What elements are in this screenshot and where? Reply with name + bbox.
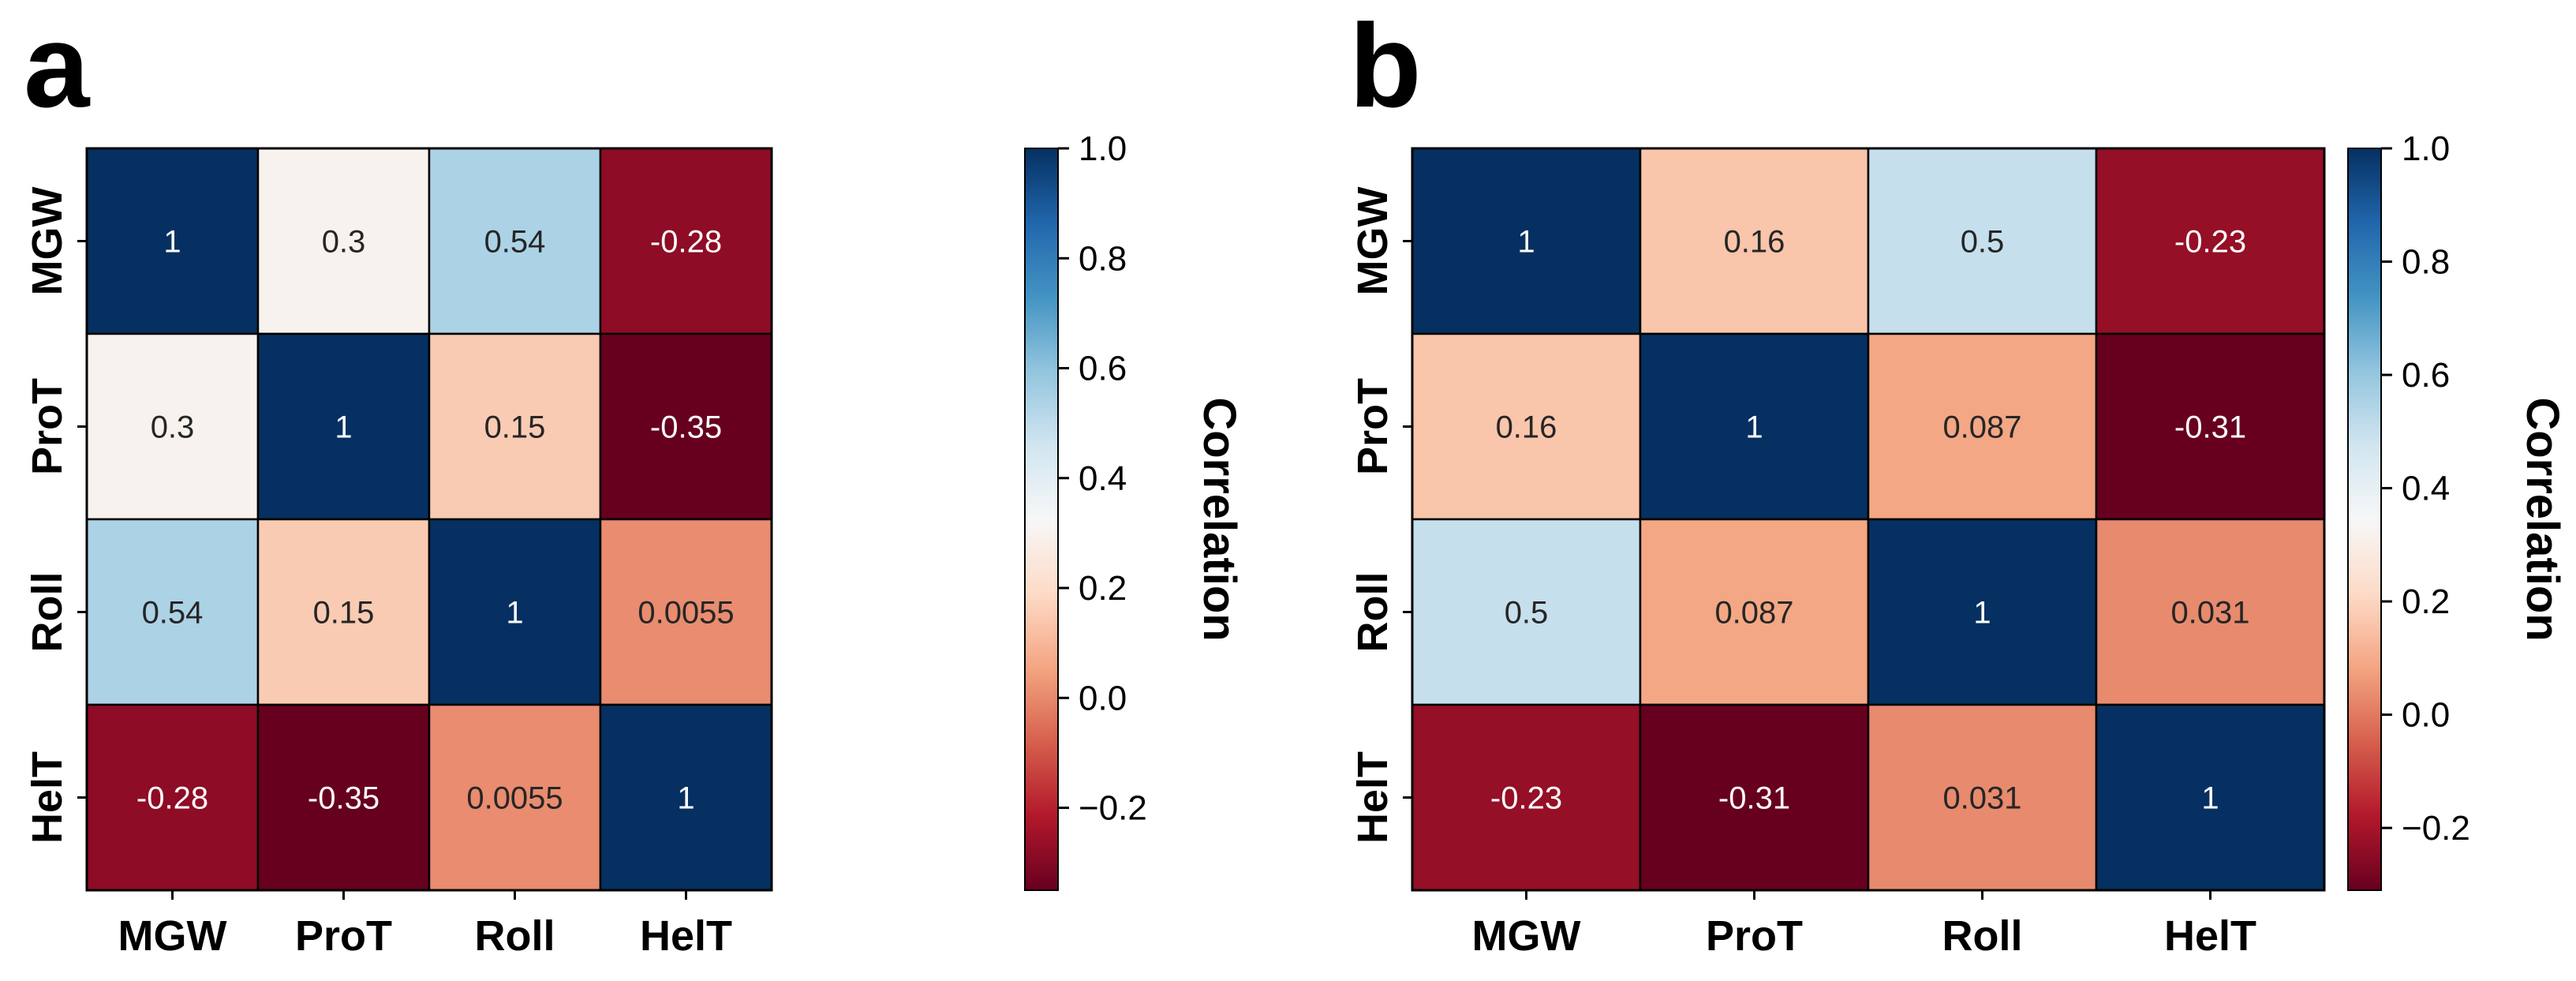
colorbar-tick-label: 0.8 (2402, 243, 2450, 282)
heatmap-panel-a: a1 0.3 0.54 -0.280.3 1 0.15 -0.350.54 0.15 1 0.00… (24, 0, 1245, 960)
y-tick-label: MGW (1349, 186, 1396, 295)
cell-value-label: 0.0055 (466, 781, 563, 816)
heatmap-cell (1639, 147, 1870, 335)
cell-value-label: 0.54 (484, 225, 546, 260)
cell-value-label: 0.3 (151, 410, 195, 445)
panel-label-b: b (1349, 0, 1422, 132)
heatmap-cell (85, 147, 260, 335)
colorbar-tick-label: 0.6 (2402, 356, 2450, 395)
heatmap-cell (1867, 147, 2098, 335)
cell-value-label: 0.16 (1496, 410, 1557, 445)
x-tick-label: MGW (118, 912, 227, 960)
cell-value-label: 0.5 (1505, 596, 1549, 631)
colorbar-tick-label: 0.2 (1079, 569, 1127, 608)
colorbar (1024, 148, 1059, 891)
heatmap-cell (1411, 332, 1642, 521)
cell-value-label: 1 (1973, 596, 1991, 631)
y-tick-label: HelT (24, 751, 71, 844)
cell-value-label: -0.31 (1718, 781, 1790, 816)
heatmap-cell (85, 703, 260, 892)
heatmap-cell (599, 703, 773, 892)
y-tick-label: Roll (24, 572, 71, 653)
cell-value-label: -0.23 (1490, 781, 1562, 816)
cell-value-label: 0.15 (484, 410, 546, 445)
y-tick-label: ProT (24, 378, 71, 475)
colorbar-tick-label: 0.0 (1079, 679, 1127, 717)
cell-value-label: 1 (335, 410, 352, 445)
cell-value-label: 0.031 (1942, 781, 2021, 816)
panel-label-a: a (24, 0, 91, 132)
cell-value-label: 0.0055 (637, 596, 734, 631)
heatmap-cell (256, 703, 431, 892)
cell-value-label: 1 (163, 225, 181, 260)
cell-value-label: 0.087 (1714, 596, 1793, 631)
cell-value-label: 1 (2201, 781, 2219, 816)
colorbar-tick-label: 1.0 (1079, 129, 1127, 168)
cell-value-label: 1 (677, 781, 694, 816)
y-tick-label: Roll (1349, 572, 1396, 653)
cell-value-label: 1 (1745, 410, 1763, 445)
colorbar-label: Correlation (2517, 397, 2568, 641)
heatmap-cell (599, 147, 773, 335)
x-tick-label: Roll (1942, 912, 2023, 960)
colorbar-tick-label: 0.4 (1079, 459, 1127, 498)
x-tick-label: MGW (1472, 912, 1581, 960)
cell-value-label: -0.31 (2174, 410, 2246, 445)
heatmap-cell (1639, 332, 1870, 521)
cell-value-label: 1 (1517, 225, 1535, 260)
cell-value-label: 0.54 (142, 596, 204, 631)
colorbar-tick-label: 0.4 (2402, 470, 2450, 508)
x-tick-label: Roll (475, 912, 555, 960)
colorbar-tick-label: 1.0 (2402, 129, 2450, 168)
heatmap-cell (1867, 332, 2098, 521)
colorbar-label: Correlation (1194, 397, 1245, 641)
x-tick-label: HelT (2164, 912, 2256, 960)
heatmap-cell (1639, 518, 1870, 706)
heatmap-cell (1639, 703, 1870, 892)
colorbar-tick-label: 0.8 (1079, 239, 1127, 278)
colorbar-tick-label: 0.6 (1079, 350, 1127, 388)
y-tick-label: HelT (1349, 751, 1396, 844)
heatmap-cell (256, 147, 431, 335)
cell-value-label: 0.087 (1942, 410, 2021, 445)
y-tick-label: MGW (24, 186, 71, 295)
colorbar-tick-label: 0.0 (2402, 696, 2450, 735)
colorbar-tick-label: −0.2 (1079, 789, 1147, 828)
heatmap-cell (599, 332, 773, 521)
cell-value-label: -0.35 (308, 781, 379, 816)
heatmap-cell (599, 518, 773, 706)
x-tick-label: ProT (295, 912, 392, 960)
heatmap-cell (2095, 703, 2326, 892)
colorbar-tick-label: −0.2 (2402, 809, 2470, 848)
heatmap-cell (428, 703, 602, 892)
x-tick-label: HelT (640, 912, 732, 960)
heatmap-panel-b: b 1 0.16 0.5 -0.23 0.16 1 0.087 -0.31 0.5 0.087 1 0.… (1349, 0, 2568, 960)
x-tick-label: ProT (1706, 912, 1803, 960)
heatmap-cell (1411, 147, 1642, 335)
heatmap-cell (85, 332, 260, 521)
colorbar-tick-label: 0.2 (2402, 582, 2450, 621)
cell-value-label: 0.16 (1724, 225, 1785, 260)
colorbar (2347, 148, 2382, 891)
cell-value-label: -0.23 (2174, 225, 2246, 260)
cell-value-label: -0.28 (136, 781, 208, 816)
cell-value-label: 0.3 (322, 225, 366, 260)
heatmap-frame (85, 147, 773, 892)
heatmap-cell (1867, 703, 2098, 892)
heatmap-cell (256, 518, 431, 706)
cell-value-label: 0.031 (2170, 596, 2249, 631)
heatmap-cell (256, 332, 431, 521)
cell-value-label: 1 (506, 596, 523, 631)
heatmap-frame (1411, 147, 2326, 892)
cell-value-label: -0.28 (650, 225, 722, 260)
cell-value-label: 0.15 (313, 596, 375, 631)
y-tick-label: ProT (1349, 378, 1396, 475)
cell-value-label: -0.35 (650, 410, 722, 445)
cell-value-label: 0.5 (1961, 225, 2005, 260)
heatmap-cell (2095, 518, 2326, 706)
